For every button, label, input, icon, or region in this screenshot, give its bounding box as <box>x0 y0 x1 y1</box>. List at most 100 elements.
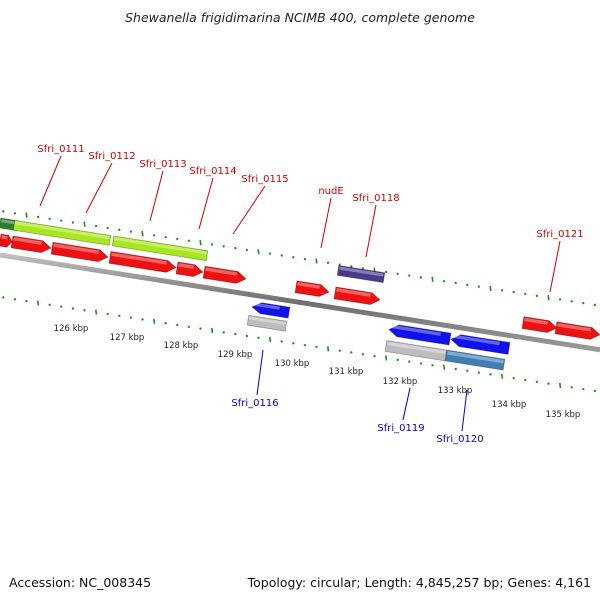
major-tick <box>95 309 98 315</box>
gene-label: Sfri_0112 <box>88 151 135 162</box>
major-tick <box>443 364 446 370</box>
gene-label: nudE <box>318 186 343 197</box>
scale-label: 131 kbp <box>329 367 364 377</box>
minor-tick <box>13 212 17 215</box>
minor-tick <box>141 318 144 321</box>
minor-tick <box>222 331 225 334</box>
gene-label: Sfri_0120 <box>436 434 483 445</box>
gene-label: Sfri_0118 <box>352 193 399 204</box>
minor-tick <box>187 239 191 243</box>
forward-gene-arrow <box>521 316 558 333</box>
leader-line <box>549 240 561 293</box>
minor-tick <box>408 274 411 277</box>
reverse-gene-arrow <box>388 324 452 346</box>
leader-line <box>39 155 62 207</box>
minor-tick <box>60 305 63 308</box>
minor-tick <box>2 210 5 213</box>
minor-tick <box>152 234 156 237</box>
map-title: Shewanella frigidimarina NCIMB 400, comp… <box>125 10 475 25</box>
major-tick <box>559 382 562 389</box>
minor-tick <box>570 299 573 303</box>
minor-tick <box>477 285 481 288</box>
minor-tick <box>106 226 109 230</box>
minor-tick <box>245 248 249 252</box>
major-tick <box>83 221 86 227</box>
gene-label: Sfri_0111 <box>37 144 84 155</box>
major-tick <box>199 240 202 246</box>
minor-tick <box>83 309 86 312</box>
minor-tick <box>129 316 133 319</box>
minor-tick <box>257 336 260 340</box>
minor-tick <box>500 288 504 292</box>
major-tick <box>269 337 272 343</box>
major-tick <box>547 295 550 301</box>
minor-tick <box>280 254 283 257</box>
minor-tick <box>570 385 573 389</box>
gene-label: Sfri_0113 <box>139 159 186 170</box>
minor-tick <box>350 265 353 268</box>
minor-tick <box>245 334 249 338</box>
major-tick <box>501 373 504 379</box>
minor-tick <box>164 321 167 325</box>
forward-gene-arrow <box>554 321 600 340</box>
scale-label: 129 kbp <box>218 350 253 360</box>
minor-tick <box>106 312 109 316</box>
scale-label: 132 kbp <box>383 377 418 387</box>
minor-tick <box>268 252 272 255</box>
steel-blue-feature <box>444 349 506 371</box>
minor-tick <box>454 367 457 371</box>
minor-tick <box>593 389 597 393</box>
major-tick <box>211 327 214 334</box>
purple-feature <box>336 265 386 284</box>
major-tick <box>327 346 330 352</box>
minor-tick <box>454 281 457 285</box>
major-tick <box>37 300 40 306</box>
minor-tick <box>199 327 202 330</box>
leader-line <box>365 204 377 258</box>
major-tick <box>25 212 28 218</box>
major-tick <box>257 249 260 255</box>
minor-tick <box>164 235 167 239</box>
forward-gene-arrow <box>175 261 204 278</box>
reverse-gene-arrow <box>450 334 511 355</box>
minor-tick <box>118 314 121 318</box>
minor-tick <box>408 360 411 363</box>
minor-tick <box>326 261 330 265</box>
minor-tick <box>512 290 515 294</box>
minor-tick <box>25 299 28 303</box>
gene-label: Sfri_0121 <box>536 229 583 240</box>
topology-text: Topology: circular; Length: 4,845,257 bp… <box>247 575 591 590</box>
minor-tick <box>234 246 237 250</box>
leader-line <box>232 185 266 235</box>
scale-label: 126 kbp <box>54 324 89 334</box>
minor-tick <box>396 358 399 362</box>
scale-label: 128 kbp <box>164 341 199 351</box>
minor-tick <box>373 354 376 358</box>
minor-tick <box>13 298 17 301</box>
minor-tick <box>71 221 75 224</box>
minor-tick <box>489 373 492 376</box>
minor-tick <box>71 307 75 310</box>
forward-gene-arrow <box>294 280 330 297</box>
minor-tick <box>48 217 51 221</box>
minor-tick <box>303 257 307 261</box>
major-tick <box>385 355 388 361</box>
scale-label: 127 kbp <box>110 333 145 343</box>
minor-tick <box>292 342 295 345</box>
minor-tick <box>176 323 179 327</box>
major-tick <box>315 258 318 264</box>
minor-tick <box>129 230 133 233</box>
leader-line <box>85 162 113 214</box>
minor-tick <box>466 283 469 287</box>
minor-tick <box>593 303 597 307</box>
grey-feature <box>246 314 288 332</box>
minor-tick <box>36 215 40 219</box>
leader-line <box>149 170 164 222</box>
minor-tick <box>535 294 539 298</box>
minor-tick <box>582 301 585 305</box>
minor-tick <box>431 364 434 367</box>
forward-gene-arrow <box>0 233 13 248</box>
minor-tick <box>361 267 365 270</box>
minor-tick <box>234 332 237 336</box>
